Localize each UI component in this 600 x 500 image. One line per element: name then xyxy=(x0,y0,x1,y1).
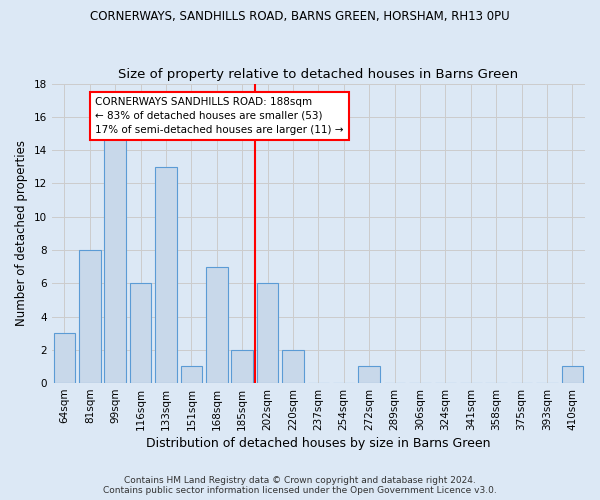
Y-axis label: Number of detached properties: Number of detached properties xyxy=(15,140,28,326)
Bar xyxy=(257,283,278,383)
Bar xyxy=(79,250,101,383)
Bar xyxy=(232,350,253,383)
Bar xyxy=(104,134,126,383)
Bar xyxy=(155,167,177,383)
Bar xyxy=(206,266,227,383)
Bar xyxy=(358,366,380,383)
Bar xyxy=(181,366,202,383)
Bar xyxy=(282,350,304,383)
Bar xyxy=(562,366,583,383)
Bar xyxy=(130,283,151,383)
X-axis label: Distribution of detached houses by size in Barns Green: Distribution of detached houses by size … xyxy=(146,437,491,450)
Text: CORNERWAYS, SANDHILLS ROAD, BARNS GREEN, HORSHAM, RH13 0PU: CORNERWAYS, SANDHILLS ROAD, BARNS GREEN,… xyxy=(90,10,510,23)
Text: Contains HM Land Registry data © Crown copyright and database right 2024.
Contai: Contains HM Land Registry data © Crown c… xyxy=(103,476,497,495)
Text: CORNERWAYS SANDHILLS ROAD: 188sqm
← 83% of detached houses are smaller (53)
17% : CORNERWAYS SANDHILLS ROAD: 188sqm ← 83% … xyxy=(95,97,343,135)
Bar xyxy=(53,333,75,383)
Title: Size of property relative to detached houses in Barns Green: Size of property relative to detached ho… xyxy=(118,68,518,81)
